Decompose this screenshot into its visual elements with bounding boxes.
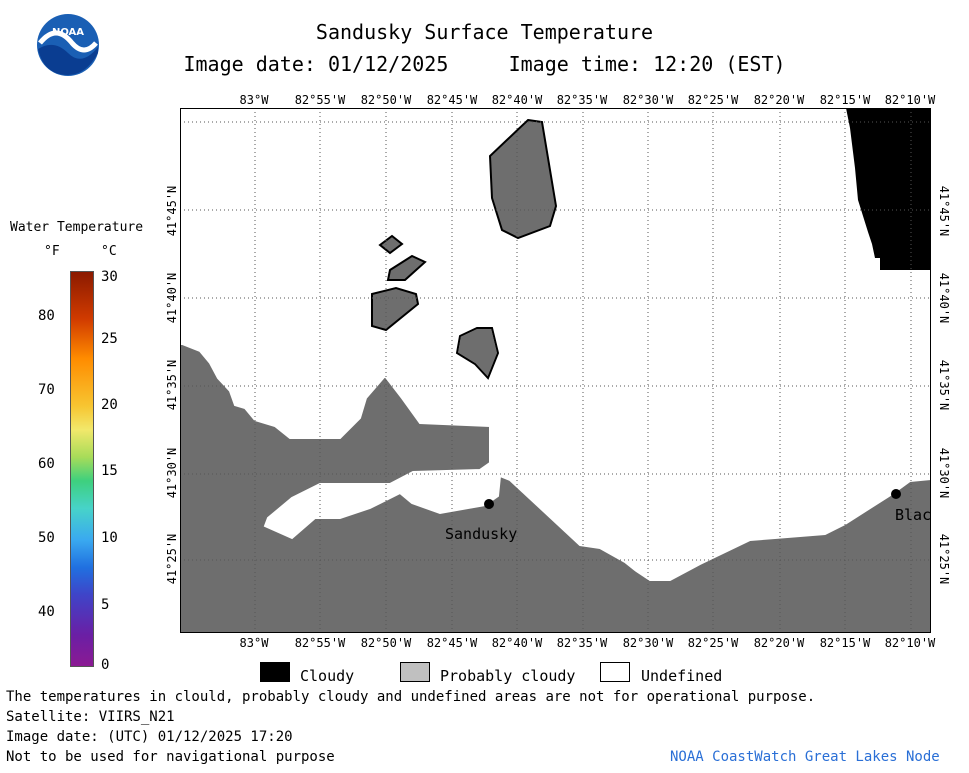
place-label-blac: Blac <box>895 506 930 524</box>
legend-label-probably-cloudy: Probably cloudy <box>440 667 576 685</box>
colorbar-unit-c: °C <box>101 244 117 259</box>
lat-left-41-25n: 41°25'N <box>165 533 179 585</box>
legend-label-cloudy: Cloudy <box>300 667 355 685</box>
lon-bottom-82-30w: 82°30'W <box>622 636 674 650</box>
c-tick-30: 30 <box>101 269 118 285</box>
lon-bottom-82-55w: 82°55'W <box>294 636 346 650</box>
footer-satellite: Satellite: VIIRS_N21 <box>6 709 175 725</box>
lon-bottom-82-50w: 82°50'W <box>360 636 412 650</box>
svg-text:NOAA: NOAA <box>52 27 84 38</box>
lon-bottom-82-25w: 82°25'W <box>687 636 739 650</box>
lon-top-82-40w: 82°40'W <box>491 93 543 107</box>
bass-island-3 <box>371 286 420 332</box>
f-tick-80: 80 <box>38 308 55 324</box>
lon-top-82-25w: 82°25'W <box>687 93 739 107</box>
footer-disclaimer: The temperatures in clould, probably clo… <box>6 689 816 705</box>
c-tick-0: 0 <box>101 657 110 673</box>
lon-top-82-15w: 82°15'W <box>819 93 871 107</box>
map-frame <box>180 108 931 633</box>
lon-top-82-45w: 82°45'W <box>426 93 478 107</box>
lon-top-82-30w: 82°30'W <box>622 93 674 107</box>
lon-bottom-82-40w: 82°40'W <box>491 636 543 650</box>
bass-island-2 <box>386 254 427 281</box>
colorbar-unit-f: °F <box>44 244 60 259</box>
sst-map <box>180 108 931 633</box>
north-island <box>488 118 558 240</box>
lon-top-82-10w: 82°10'W <box>884 93 936 107</box>
c-tick-15: 15 <box>101 463 118 479</box>
lon-bottom-82-10w: 82°10'W <box>884 636 936 650</box>
legend-swatch-probably-cloudy <box>400 662 430 682</box>
lon-bottom-82-15w: 82°15'W <box>819 636 871 650</box>
lat-left-41-45n: 41°45'N <box>165 185 179 237</box>
noaa-logo-icon: NOAA <box>37 14 99 76</box>
lat-right-41-40n: 41°40'N <box>937 272 951 324</box>
lat-right-41-25n: 41°25'N <box>937 533 951 585</box>
lon-bottom-82-20w: 82°20'W <box>753 636 805 650</box>
place-label-sandusky: Sandusky <box>445 525 518 543</box>
lat-left-41-35n: 41°35'N <box>165 359 179 411</box>
lon-bottom-82-45w: 82°45'W <box>426 636 478 650</box>
page-subtitle: Image date: 01/12/2025 Image time: 12:20… <box>183 52 786 76</box>
lon-bottom-83w: 83°W <box>239 636 269 650</box>
c-tick-25: 25 <box>101 331 118 347</box>
lat-left-41-40n: 41°40'N <box>165 272 179 324</box>
page-title: Sandusky Surface Temperature <box>315 20 654 44</box>
noaa-logo: NOAA <box>36 13 100 77</box>
legend-swatch-cloudy <box>260 662 290 682</box>
footer-credit: NOAA CoastWatch Great Lakes Node <box>670 749 940 765</box>
legend-label-undefined: Undefined <box>641 667 723 685</box>
c-tick-20: 20 <box>101 397 118 413</box>
lat-right-41-45n: 41°45'N <box>937 185 951 237</box>
f-tick-60: 60 <box>38 456 55 472</box>
legend-swatch-undefined <box>600 662 630 682</box>
footer-utc-date: Image date: (UTC) 01/12/2025 17:20 <box>6 729 293 745</box>
lon-top-82-35w: 82°35'W <box>556 93 608 107</box>
lon-top-83w: 83°W <box>239 93 269 107</box>
land-ohio-shore <box>180 341 931 633</box>
c-tick-5: 5 <box>101 597 110 613</box>
lat-right-41-35n: 41°35'N <box>937 359 951 411</box>
blac-marker <box>891 489 901 499</box>
cloud-area <box>846 108 931 270</box>
lat-left-41-30n: 41°30'N <box>165 447 179 499</box>
footer-nav-warning: Not to be used for navigational purpose <box>6 749 335 765</box>
f-tick-50: 50 <box>38 530 55 546</box>
lon-top-82-50w: 82°50'W <box>360 93 412 107</box>
lat-right-41-30n: 41°30'N <box>937 447 951 499</box>
lon-bottom-82-35w: 82°35'W <box>556 636 608 650</box>
colorbar-title: Water Temperature <box>10 220 144 235</box>
colorbar <box>70 271 94 667</box>
f-tick-40: 40 <box>38 604 55 620</box>
f-tick-70: 70 <box>38 382 55 398</box>
lon-top-82-55w: 82°55'W <box>294 93 346 107</box>
sandusky-marker <box>484 499 494 509</box>
c-tick-10: 10 <box>101 530 118 546</box>
lon-top-82-20w: 82°20'W <box>753 93 805 107</box>
